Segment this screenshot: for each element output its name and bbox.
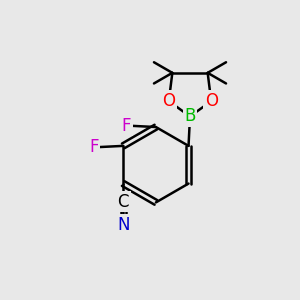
Text: F: F <box>89 138 99 156</box>
Text: C: C <box>118 193 129 211</box>
Text: O: O <box>162 92 175 110</box>
Text: O: O <box>205 92 218 110</box>
Text: N: N <box>117 216 130 234</box>
Text: B: B <box>184 107 196 125</box>
Text: F: F <box>122 117 131 135</box>
